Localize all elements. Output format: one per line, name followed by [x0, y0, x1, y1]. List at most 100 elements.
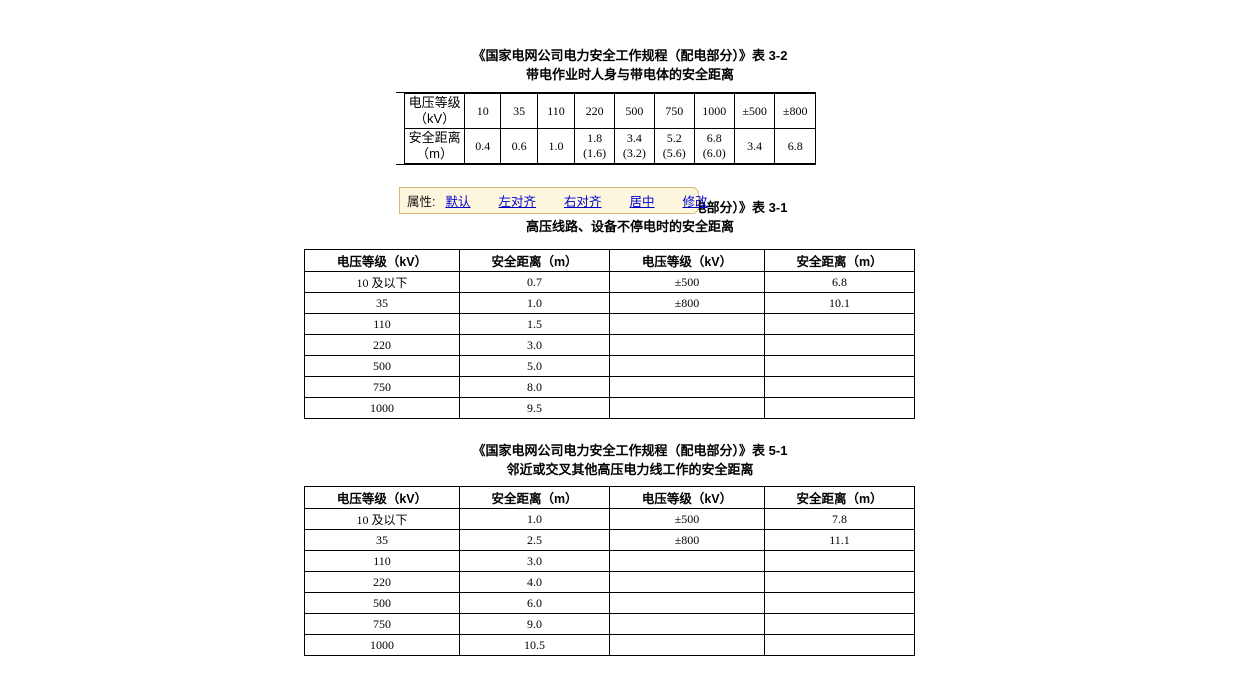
cell: 110	[304, 550, 460, 572]
table-3-2-voltage-header: 电压等级 （kV）	[403, 93, 466, 129]
cell-value: 1.8	[587, 131, 603, 145]
cell: 8.0	[459, 376, 610, 398]
table-row: 35 1.0 ±800 10.1	[304, 292, 915, 314]
table-3-2-bottom-rule	[396, 164, 816, 165]
cell: 10 及以下	[304, 508, 460, 530]
cell-value: 0.6	[511, 138, 527, 153]
attributes-popup[interactable]: 属性: 默认 左对齐 右对齐 居中 修改	[399, 187, 708, 214]
table-row: 220 4.0	[304, 571, 915, 593]
cell	[609, 613, 765, 635]
cell: 5.2 (5.6)	[653, 128, 695, 164]
cell: ±800	[609, 292, 765, 314]
table-3-2-heading: 《国家电网公司电力安全工作规程（配电部分）》表 3-2 带电作业时人身与带电体的…	[0, 46, 1260, 84]
table-5-1-subtitle: 邻近或交叉其他高压电力线工作的安全距离	[506, 462, 754, 477]
table-row: 1000 9.5	[304, 397, 915, 419]
cell: 750	[653, 93, 695, 129]
distance-label-line2: （m）	[416, 146, 453, 161]
cell	[609, 592, 765, 614]
table-row: 1000 10.5	[304, 634, 915, 656]
cell: 10.5	[459, 634, 610, 656]
table-3-2: 电压等级 （kV） 10 35 110 220 500 750 1000 ±50…	[403, 93, 816, 164]
cell-value: 1.0	[548, 138, 564, 153]
table-header-row: 电压等级（kV） 安全距离（m） 电压等级（kV） 安全距离（m）	[304, 249, 915, 272]
column-header: 安全距离（m）	[459, 249, 610, 272]
cell: 1.0	[459, 508, 610, 530]
cell: 7.8	[764, 508, 915, 530]
attr-link-default[interactable]: 默认	[445, 195, 471, 209]
distance-label-line1: 安全距离	[408, 130, 461, 145]
cell	[764, 334, 915, 356]
table-5-1: 电压等级（kV） 安全距离（m） 电压等级（kV） 安全距离（m） 10 及以下…	[304, 486, 915, 656]
table-3-1-subtitle-row: 高压线路、设备不停电时的安全距离	[0, 217, 1260, 236]
cell: 3.4	[733, 128, 776, 164]
cell: ±500	[733, 93, 776, 129]
voltage-label-line2: （kV）	[413, 111, 456, 126]
attr-link-align-left[interactable]: 左对齐	[498, 195, 537, 209]
cell-value: 3.4	[747, 138, 763, 153]
table-3-2-title: 《国家电网公司电力安全工作规程（配电部分）》表 3-2	[472, 48, 788, 63]
cell	[764, 355, 915, 377]
cell-value: 5.2	[666, 131, 682, 145]
cell: 110	[536, 93, 576, 129]
cell: 6.8 (6.0)	[693, 128, 735, 164]
column-header: 安全距离（m）	[764, 249, 915, 272]
cell: 0.7	[459, 271, 610, 293]
cell: 1.8 (1.6)	[574, 128, 616, 164]
cell: 220	[304, 571, 460, 593]
cell: 1.0	[459, 292, 610, 314]
cell	[609, 313, 765, 335]
cell-value-paren: (3.2)	[622, 146, 646, 160]
cell: 1.0	[536, 128, 576, 164]
cell: 35	[304, 529, 460, 551]
attr-link-align-center[interactable]: 居中	[629, 195, 655, 209]
voltage-label-line1: 电压等级	[408, 95, 461, 110]
cell: ±800	[774, 93, 816, 129]
cell: ±800	[609, 529, 765, 551]
cell: 500	[304, 592, 460, 614]
cell: 3.0	[459, 550, 610, 572]
cell: 1.5	[459, 313, 610, 335]
cell	[764, 550, 915, 572]
cell: 1000	[304, 397, 460, 419]
cell: ±500	[609, 508, 765, 530]
cell: 10 及以下	[304, 271, 460, 293]
attr-link-modify[interactable]: 修改	[682, 195, 708, 209]
cell	[764, 313, 915, 335]
cell-value-paren: (5.6)	[662, 146, 686, 160]
cell	[764, 613, 915, 635]
table-row: 10 及以下 1.0 ±500 7.8	[304, 508, 915, 530]
cell	[609, 634, 765, 656]
table-3-2-top-rule	[396, 92, 816, 93]
cell	[609, 571, 765, 593]
cell: 35	[500, 93, 538, 129]
column-header: 电压等级（kV）	[609, 249, 765, 272]
table-row: 110 1.5	[304, 313, 915, 335]
column-header: 安全距离（m）	[764, 486, 915, 509]
cell: 6.8	[764, 271, 915, 293]
cell-value-paren: (6.0)	[702, 146, 726, 160]
cell	[609, 355, 765, 377]
cell-value: 3.4	[626, 131, 642, 145]
cell: 11.1	[764, 529, 915, 551]
column-header: 电压等级（kV）	[304, 249, 460, 272]
table-row: 110 3.0	[304, 550, 915, 572]
table-5-1-title: 《国家电网公司电力安全工作规程（配电部分）》表 5-1	[472, 443, 788, 458]
table-3-1-subtitle: 高压线路、设备不停电时的安全距离	[525, 219, 734, 234]
table-row: 10 及以下 0.7 ±500 6.8	[304, 271, 915, 293]
table-row: 750 8.0	[304, 376, 915, 398]
cell	[764, 376, 915, 398]
cell: 4.0	[459, 571, 610, 593]
cell: 6.8	[774, 128, 816, 164]
cell: 750	[304, 376, 460, 398]
cell: 1000	[693, 93, 735, 129]
table-row: 电压等级 （kV） 10 35 110 220 500 750 1000 ±50…	[403, 93, 816, 129]
cell	[764, 397, 915, 419]
attr-link-align-right[interactable]: 右对齐	[564, 195, 602, 209]
cell: ±500	[609, 271, 765, 293]
attributes-popup-label: 属性:	[407, 195, 436, 209]
cell-value: 6.8	[706, 131, 722, 145]
table-3-1: 电压等级（kV） 安全距离（m） 电压等级（kV） 安全距离（m） 10 及以下…	[304, 249, 915, 419]
cell	[764, 592, 915, 614]
cell-value: 0.4	[475, 138, 491, 153]
